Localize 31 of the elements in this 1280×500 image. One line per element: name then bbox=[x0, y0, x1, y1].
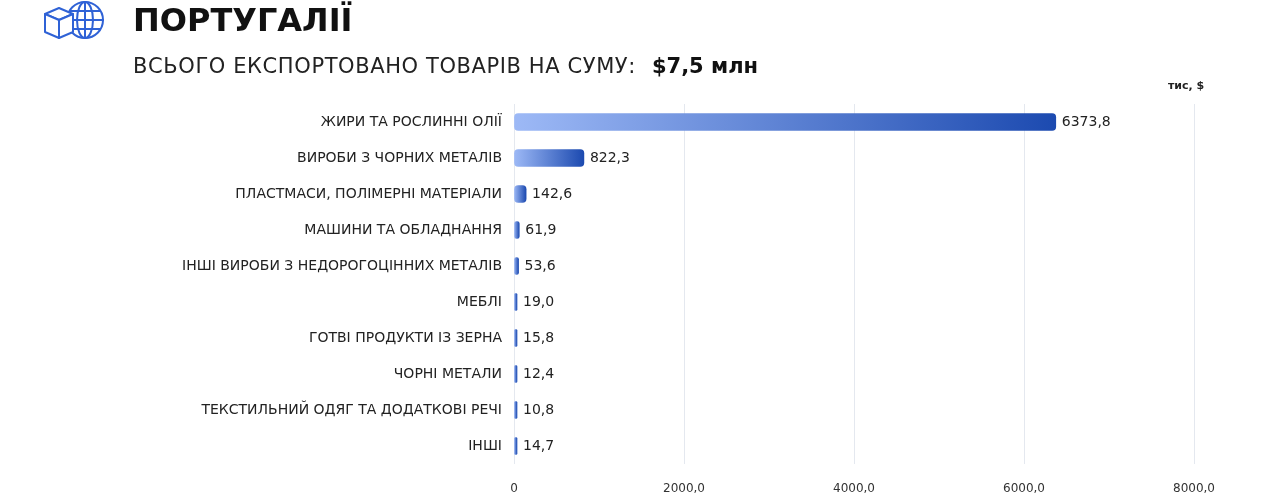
y-tick-label: ТЕКСТИЛЬНИЙ ОДЯГ ТА ДОДАТКОВІ РЕЧІ bbox=[200, 399, 502, 417]
x-tick-label: 2000,0 bbox=[663, 481, 705, 496]
y-tick-label: ІНШІ bbox=[468, 436, 502, 453]
data-label: 15,8 bbox=[523, 328, 555, 345]
data-label: 14,7 bbox=[523, 436, 555, 453]
chart-subtitle: ВСЬОГО ЕКСПОРТОВАНО ТОВАРІВ НА СУМУ: bbox=[133, 54, 636, 78]
y-tick-label: ГОТВІ ПРОДУКТИ ІЗ ЗЕРНА bbox=[308, 328, 503, 345]
y-tick-label: МЕБЛІ bbox=[456, 292, 502, 309]
x-tick-label: 8000,0 bbox=[1173, 481, 1215, 496]
y-tick-label: МАШИНИ ТА ОБЛАДНАННЯ bbox=[304, 220, 502, 237]
data-label: 61,9 bbox=[525, 220, 557, 237]
y-tick-label: ІНШІ ВИРОБИ З НЕДОРОГОЦІННИХ МЕТАЛІВ bbox=[182, 256, 502, 273]
data-label: 19,0 bbox=[523, 292, 555, 309]
data-label: 822,3 bbox=[589, 148, 630, 165]
text: $7,5 млн bbox=[651, 54, 759, 78]
x-axis-title: тис, $ bbox=[1167, 78, 1205, 92]
y-tick-label: ПЛАСТМАСИ, ПОЛІМЕРНІ МАТЕРІАЛИ bbox=[235, 184, 502, 201]
x-tick-label: 0 bbox=[510, 481, 518, 496]
data-label: 142,6 bbox=[532, 184, 573, 201]
data-label: 53,6 bbox=[524, 256, 556, 273]
data-label: 12,4 bbox=[523, 364, 555, 381]
y-tick-label: ВИРОБИ З ЧОРНИХ МЕТАЛІВ bbox=[297, 148, 502, 165]
text: ПОРТУГАЛІЇ bbox=[133, 1, 353, 39]
y-tick-label: ЧОРНІ МЕТАЛИ bbox=[393, 364, 502, 381]
bar bbox=[514, 149, 585, 167]
bar bbox=[514, 113, 1057, 131]
x-tick-label: 4000,0 bbox=[833, 481, 875, 496]
data-label: 6373,8 bbox=[1061, 112, 1111, 129]
y-tick-label: ЖИРИ ТА РОСЛИННІ ОЛІЇ bbox=[320, 111, 503, 129]
x-tick-label: 6000,0 bbox=[1003, 481, 1045, 496]
data-label: 10,8 bbox=[523, 400, 555, 417]
